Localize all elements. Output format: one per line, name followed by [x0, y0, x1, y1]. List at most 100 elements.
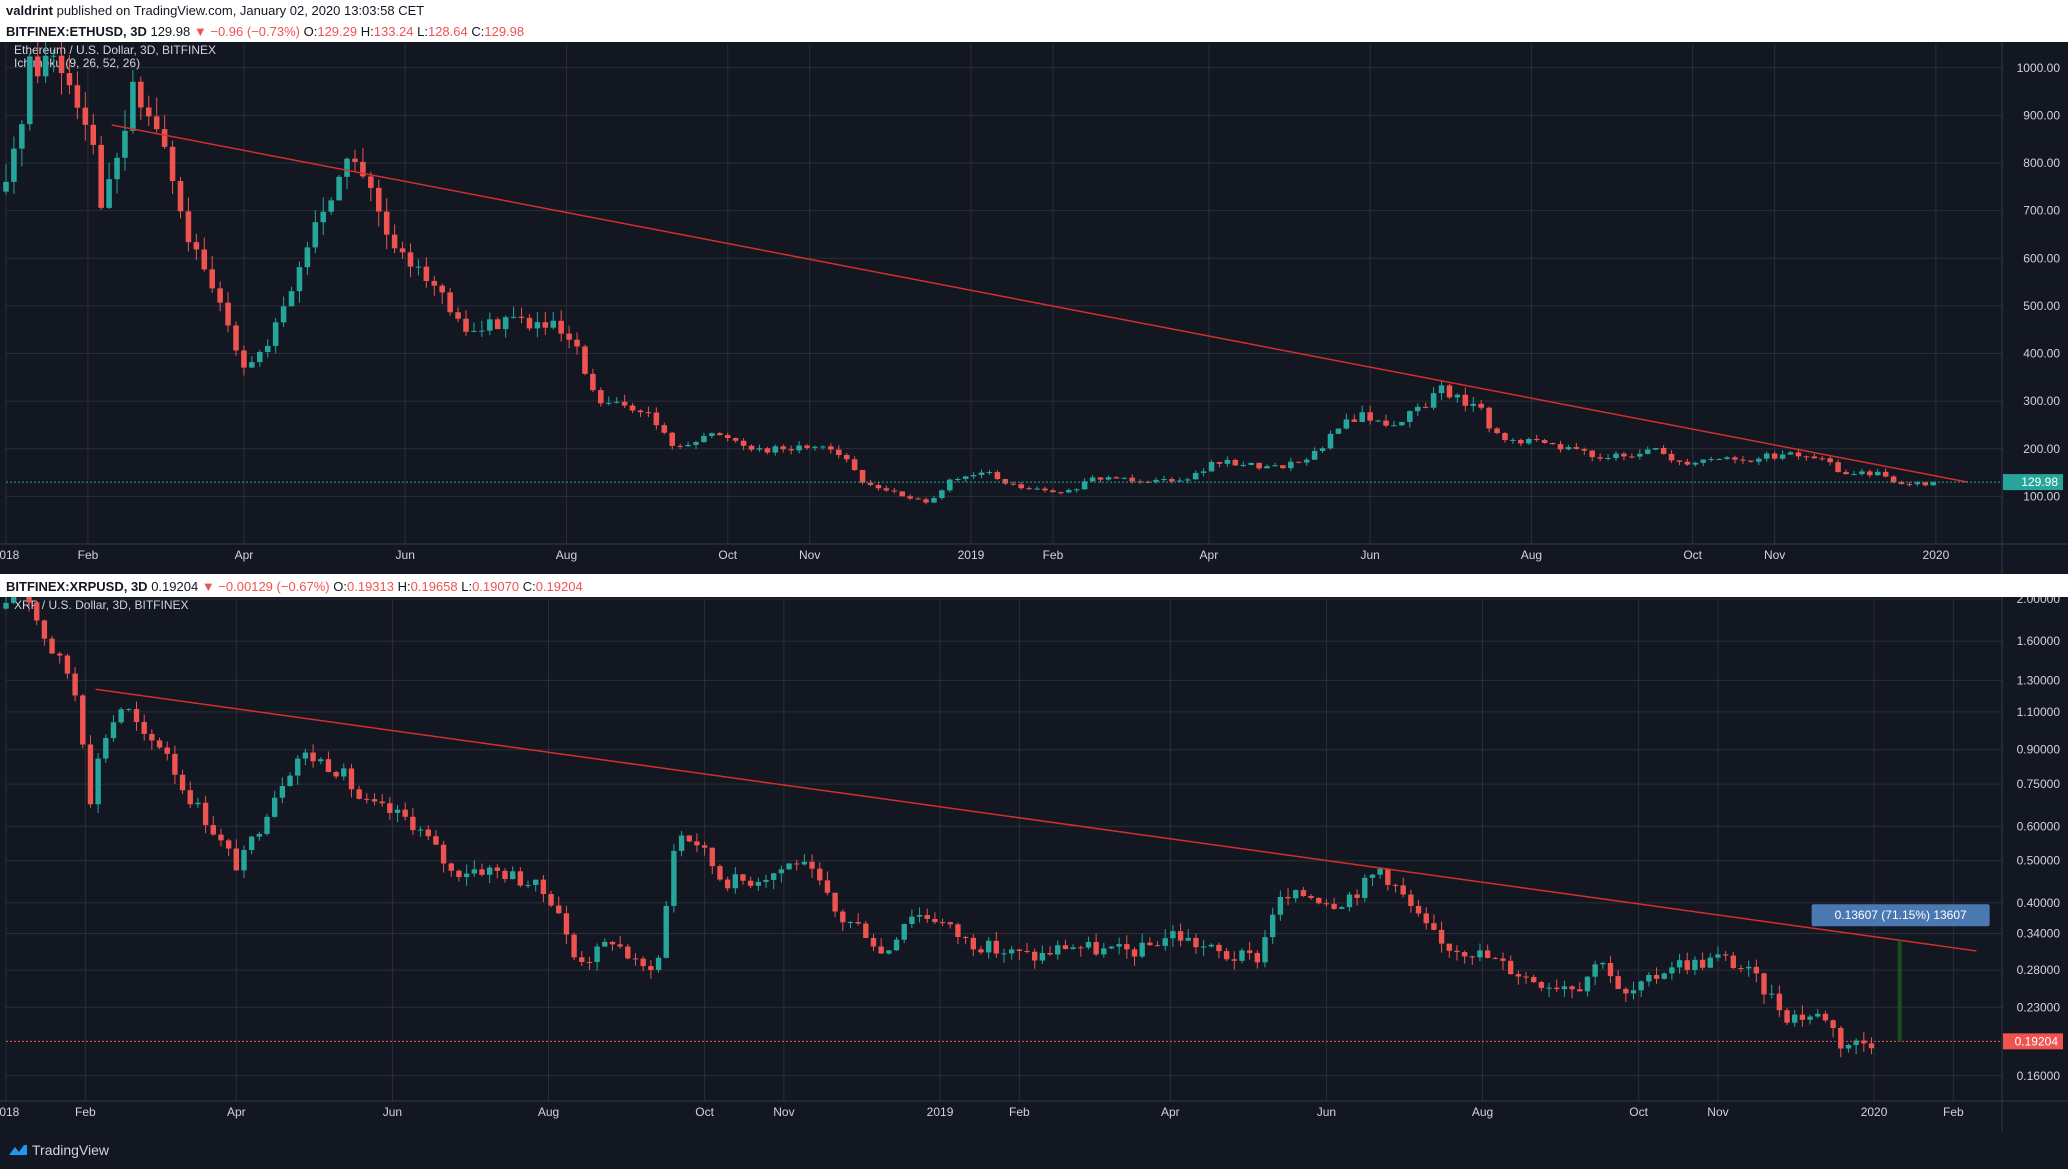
candle-body — [1515, 974, 1522, 977]
candle-body — [1669, 967, 1675, 974]
candle-body — [1554, 987, 1560, 990]
chart-title: XRP / U.S. Dollar, 3D, BITFINEX — [14, 598, 189, 612]
candle-body — [368, 176, 374, 188]
eth-chart[interactable]: 1000.00 900.00 800.00 700.00 600.00 500.00 400… — [0, 42, 2068, 574]
candle-body — [709, 847, 715, 867]
candle — [153, 97, 160, 133]
candle-body — [609, 941, 616, 945]
candle-body — [471, 330, 477, 332]
candle-body — [280, 306, 287, 323]
candle-body — [1605, 458, 1611, 460]
y-tick-label: 500.00 — [2023, 299, 2060, 313]
candle-body — [1589, 450, 1596, 458]
candle — [669, 431, 675, 450]
candle — [978, 946, 984, 955]
candle-body — [1089, 477, 1096, 482]
xrp-high-label: H: — [397, 579, 411, 594]
candle — [717, 864, 723, 882]
candle — [566, 325, 572, 349]
candle-body — [1081, 481, 1088, 490]
candle — [1623, 986, 1629, 1002]
eth-open: 129.29 — [317, 24, 358, 39]
candle — [1375, 419, 1381, 423]
candle — [49, 635, 55, 654]
candle — [387, 797, 393, 821]
candle-body — [1050, 490, 1056, 493]
candle-body — [518, 316, 525, 318]
candle — [399, 241, 406, 260]
candle-body — [1193, 937, 1199, 948]
candle-body — [66, 73, 73, 86]
candle — [1346, 891, 1353, 912]
candle-body — [217, 288, 223, 303]
x-tick-label: Oct — [695, 1105, 714, 1119]
candle-body — [502, 870, 508, 880]
xrp-quote-bar: BITFINEX:XRPUSD, 3D 0.19204 ▼ −0.00129 (… — [0, 577, 2068, 597]
candle-body — [241, 849, 247, 871]
measure-box — [1811, 904, 1990, 927]
candle — [1024, 942, 1030, 954]
xrp-close: 0.19204 — [535, 579, 583, 594]
candle-body — [1761, 973, 1767, 995]
candle — [1494, 426, 1500, 435]
candle — [625, 943, 631, 960]
candle-body — [1369, 874, 1376, 878]
candle — [1116, 937, 1122, 955]
candle-body — [1684, 960, 1690, 970]
candle-body — [1293, 890, 1299, 899]
candle — [1771, 451, 1778, 461]
candle — [533, 879, 539, 892]
candle-body — [141, 721, 147, 734]
candle-body — [1438, 385, 1445, 394]
candle-body — [1116, 944, 1122, 947]
candle-body — [923, 499, 929, 503]
candle-body — [883, 488, 890, 491]
candle-body — [717, 866, 723, 880]
last-price-label: 0.19204 — [2015, 1034, 2059, 1048]
candle-body — [893, 939, 900, 951]
candle-body — [1716, 458, 1722, 460]
candle-body — [1822, 1013, 1829, 1021]
candle — [1185, 929, 1191, 942]
candle — [379, 793, 385, 807]
candle — [893, 937, 900, 951]
candle-body — [371, 799, 378, 802]
candle-body — [1415, 905, 1422, 914]
candle-body — [1771, 453, 1778, 459]
eth-symbol[interactable]: BITFINEX:ETHUSD, 3D — [6, 24, 147, 39]
candle — [878, 938, 884, 954]
candle — [772, 444, 779, 456]
candle-body — [828, 446, 834, 450]
candle-body — [1584, 976, 1591, 992]
candle-body — [399, 248, 406, 253]
candle-body — [1331, 903, 1337, 909]
candle-body — [1573, 447, 1580, 449]
candle — [1807, 1014, 1813, 1025]
xrp-chart[interactable]: 2.00000 1.60000 1.30000 1.10000 0.90000 0.750… — [0, 597, 2068, 1131]
candle — [133, 701, 140, 731]
candle — [637, 409, 644, 417]
candle-body — [1359, 412, 1365, 422]
candle-body — [296, 267, 303, 292]
candle-body — [915, 498, 921, 500]
tradingview-logo-icon[interactable] — [8, 1143, 28, 1157]
chart-background — [0, 597, 2068, 1131]
candle — [993, 931, 1000, 958]
y-tick-label: 0.23000 — [2017, 1000, 2061, 1014]
y-tick-label: 600.00 — [2023, 251, 2060, 265]
author-name[interactable]: valdrint — [6, 3, 53, 18]
candle-body — [1319, 448, 1326, 451]
candle-body — [1147, 942, 1153, 946]
candle — [1431, 914, 1437, 931]
candle — [58, 42, 65, 95]
candle — [1113, 476, 1120, 479]
xrp-symbol[interactable]: BITFINEX:XRPUSD, 3D — [6, 579, 148, 594]
x-tick-label: Nov — [799, 548, 820, 562]
candle-body — [732, 437, 739, 441]
footer-brand[interactable]: TradingView — [32, 1142, 110, 1158]
candle-body — [439, 285, 445, 293]
candle — [1652, 447, 1659, 451]
candle-body — [851, 459, 858, 470]
candle-body — [187, 790, 193, 805]
candle — [439, 283, 445, 304]
